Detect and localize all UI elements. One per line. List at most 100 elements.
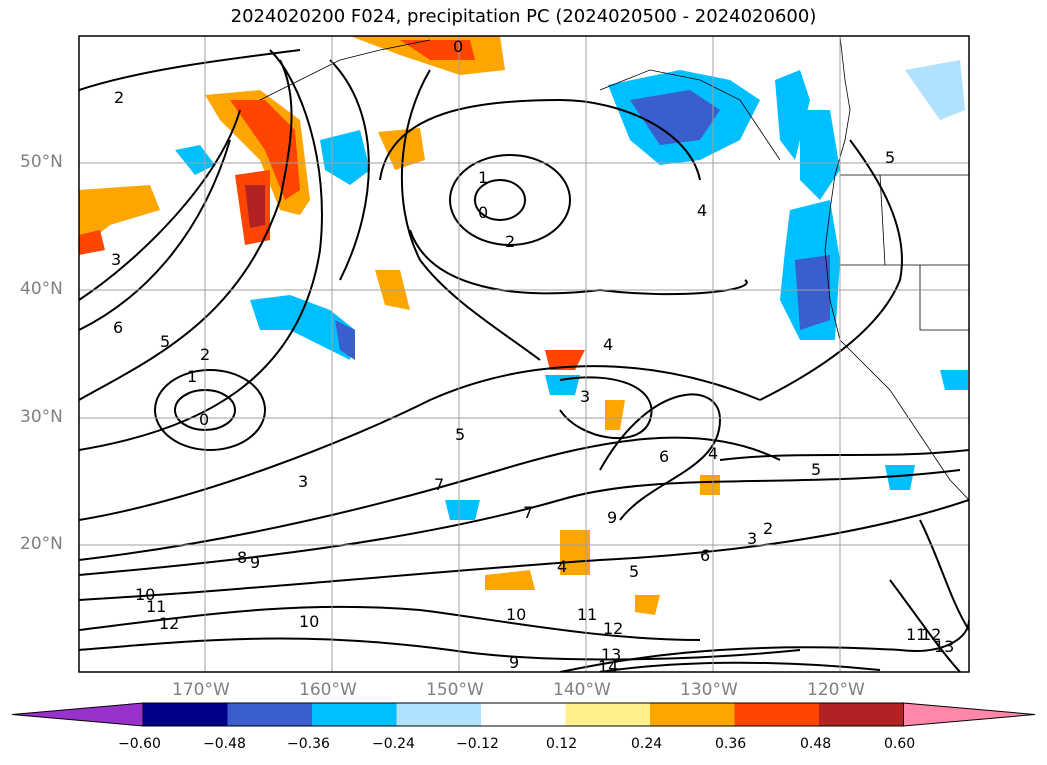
contour-label: 3: [747, 529, 757, 548]
precip-fills: [79, 36, 968, 615]
contour-line: [79, 139, 231, 331]
colorbar-swatch: [143, 703, 228, 726]
contour-label: 7: [523, 503, 533, 522]
coastline: [259, 39, 431, 101]
lon-label-140: 140°W: [553, 680, 611, 700]
contour-line: [559, 376, 653, 440]
contour-label: 11: [577, 605, 597, 624]
contour-label: 8: [237, 548, 247, 567]
contour-label: 7: [434, 475, 444, 494]
contour-line: [79, 499, 969, 601]
colorbar-tick-label: −0.24: [372, 736, 415, 752]
precip-positive-area: [378, 128, 425, 170]
contour-label: 14: [598, 657, 618, 676]
precip-negative-area: [335, 320, 355, 360]
contour-label: 6: [700, 546, 710, 565]
contour-line: [79, 605, 701, 641]
contour-line: [79, 365, 761, 521]
contour-label: 0: [478, 203, 488, 222]
contour-label: 4: [697, 201, 707, 220]
contour-label: 5: [811, 460, 821, 479]
contour-lines: [79, 49, 969, 672]
contour-line: [474, 179, 526, 221]
precip-positive-area: [79, 185, 160, 250]
contour-line: [79, 59, 293, 401]
colorbar-tick-label: 0.48: [800, 736, 832, 752]
contour-line: [400, 69, 541, 361]
colorbar-swatch: [734, 703, 819, 726]
contour-label: 10: [506, 605, 526, 624]
colorbar-tick-label: −0.48: [203, 736, 246, 752]
colorbar-swatch: [227, 703, 312, 726]
contour-label: 12: [603, 619, 623, 638]
precip-positive-area: [545, 350, 585, 370]
contour-line: [919, 519, 969, 631]
coastline: [824, 36, 969, 501]
contour-label: 3: [580, 387, 590, 406]
contour-label: 11: [906, 625, 926, 644]
precip-positive-area: [605, 400, 625, 430]
contour-label: 0: [453, 37, 463, 56]
colorbar-swatch: [650, 703, 735, 726]
contour-label: 9: [509, 653, 519, 672]
contour-label: 9: [250, 553, 260, 572]
colorbar-tick-label: 0.24: [631, 736, 663, 752]
contour-label: 2: [200, 345, 210, 364]
precip-negative-area: [630, 90, 720, 145]
contour-label: 12: [921, 625, 941, 644]
precip-negative-area: [795, 255, 830, 330]
contour-line: [79, 49, 323, 451]
contour-line: [79, 637, 801, 661]
contour-label: 6: [659, 447, 669, 466]
precip-positive-area: [560, 530, 590, 575]
lon-label-150: 150°W: [426, 680, 484, 700]
contour-label: 4: [603, 335, 613, 354]
contour-line: [79, 49, 301, 91]
contour-label: 11: [146, 597, 166, 616]
contour-label: 5: [885, 148, 895, 167]
contour-label: 12: [159, 614, 179, 633]
precip-negative-area: [775, 70, 810, 160]
contour-label: 0: [199, 410, 209, 429]
colorbar-extend-low: [11, 702, 144, 727]
lat-label-30: 30°N: [20, 407, 63, 427]
colorbar-frame: [142, 702, 904, 727]
colorbar-swatch: [565, 703, 650, 726]
contour-label: 4: [708, 444, 718, 463]
precip-negative-area: [885, 465, 915, 490]
contour-line: [889, 579, 961, 672]
precip-negative-area: [940, 370, 968, 390]
colorbar: [11, 702, 1036, 727]
precip-positive-area: [635, 595, 660, 615]
contour-line: [759, 139, 903, 401]
contour-label: 10: [299, 612, 319, 631]
colorbar-tick-label: 0.36: [715, 736, 747, 752]
colorbar-tick-label: −0.60: [118, 736, 161, 752]
graticule: [79, 36, 969, 672]
colorbar-tick-label: −0.36: [287, 736, 330, 752]
precip-negative-area: [250, 295, 355, 360]
contour-label: 13: [601, 645, 621, 664]
contour-label: 5: [455, 425, 465, 444]
colorbar-swatch: [396, 703, 481, 726]
coastlines: [259, 36, 969, 501]
contour-label: 4: [557, 557, 567, 576]
precip-positive-area: [485, 570, 535, 590]
colorbar-tick-label: −0.12: [456, 736, 499, 752]
contour-label: 13: [934, 637, 954, 656]
precip-negative-area: [545, 375, 580, 395]
colorbar-swatch: [481, 703, 566, 726]
contour-label: 3: [298, 472, 308, 491]
colorbar-swatch: [312, 703, 397, 726]
lat-label-20: 20°N: [20, 534, 63, 554]
contour-line: [329, 59, 370, 281]
map-frame: [78, 35, 970, 673]
precip-negative-area: [905, 60, 965, 120]
lon-label-160: 160°W: [299, 680, 357, 700]
border-line: [919, 265, 969, 331]
contour-line: [559, 619, 969, 672]
contour-label: 2: [505, 232, 515, 251]
colorbar-tick-label: 0.12: [546, 736, 578, 752]
contour-line: [79, 469, 961, 576]
